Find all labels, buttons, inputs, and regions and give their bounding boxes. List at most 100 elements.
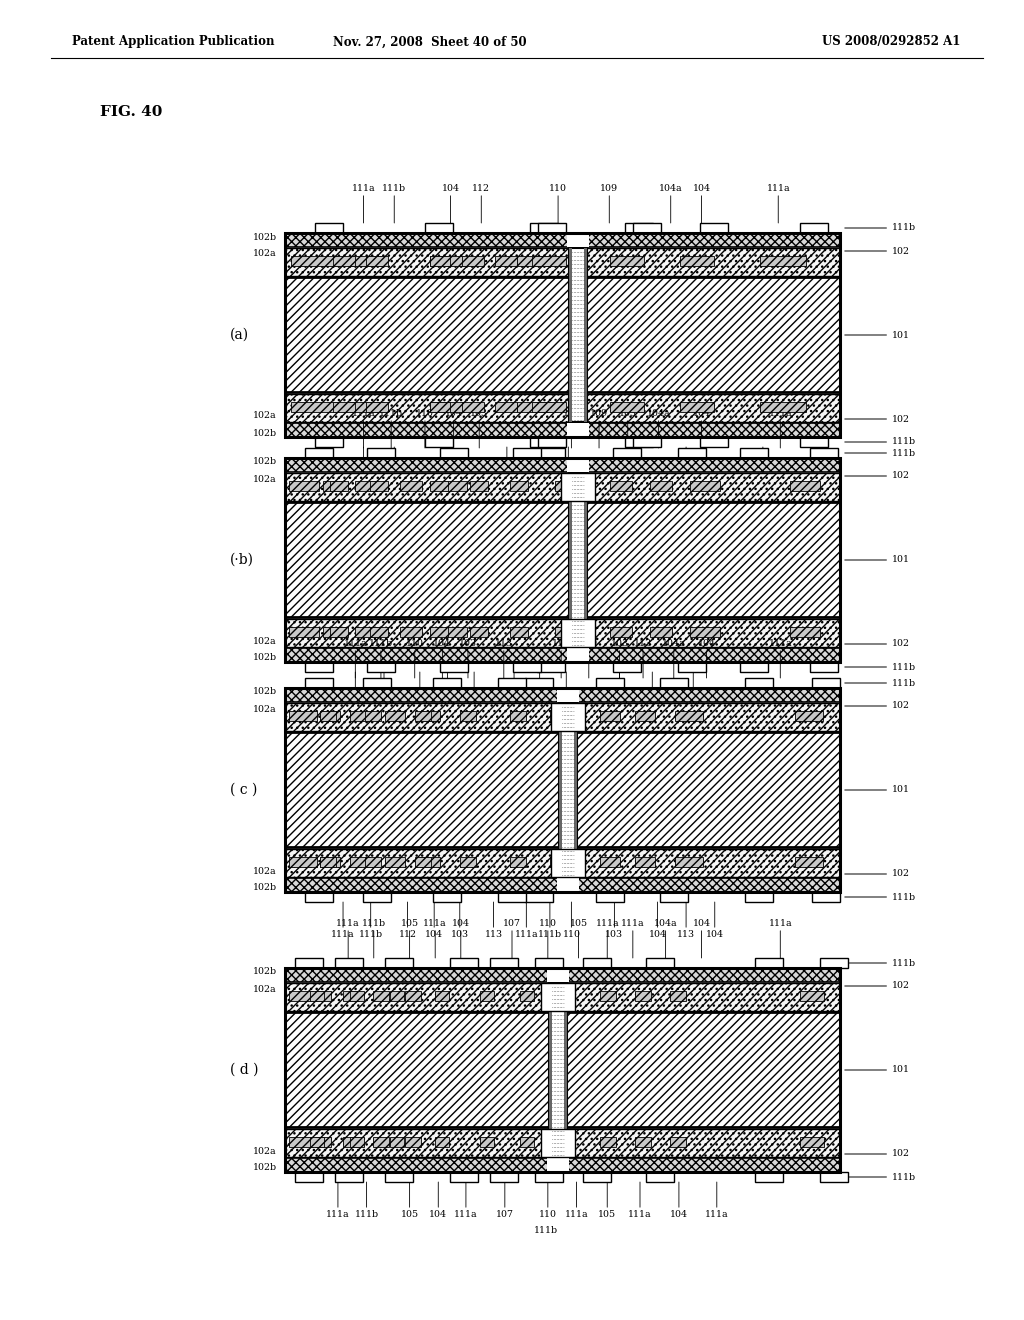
Bar [537, 447, 565, 458]
Text: 111a: 111a [331, 902, 355, 939]
Bar [430, 401, 450, 412]
Bar [367, 447, 395, 458]
Text: 111b: 111b [845, 663, 916, 672]
Bar [755, 1172, 783, 1181]
Bar [625, 223, 653, 234]
Bar [760, 256, 806, 267]
Bar [670, 990, 686, 1001]
Text: 111a: 111a [595, 919, 620, 958]
Text: 102: 102 [845, 1150, 910, 1159]
Bar [420, 710, 440, 721]
Bar [285, 704, 840, 731]
Text: 102b: 102b [253, 653, 278, 663]
Text: 104: 104 [444, 409, 463, 447]
Bar [635, 710, 655, 721]
Text: 101: 101 [845, 330, 910, 339]
Bar [400, 480, 422, 491]
Bar [680, 401, 714, 412]
Bar [350, 710, 370, 721]
Bar [650, 627, 672, 638]
Text: 104: 104 [433, 639, 452, 678]
Text: 111a: 111a [514, 902, 539, 939]
Text: 111b: 111b [354, 1181, 379, 1218]
Bar [690, 627, 720, 638]
Text: 111a: 111a [343, 639, 368, 678]
Text: 112: 112 [472, 183, 490, 223]
Bar [291, 256, 337, 267]
Bar [760, 401, 806, 412]
Bar [569, 248, 572, 422]
Bar [675, 710, 703, 721]
Bar [435, 1137, 449, 1147]
Bar [343, 990, 359, 1001]
Bar [600, 990, 616, 1001]
Bar [680, 256, 714, 267]
Bar [510, 857, 526, 867]
Bar [551, 704, 585, 731]
Text: 111a: 111a [351, 409, 376, 447]
Bar [385, 958, 413, 968]
Bar [800, 1137, 824, 1147]
Bar [295, 958, 323, 968]
Bar [315, 990, 331, 1001]
Bar [285, 619, 840, 647]
Text: 110: 110 [557, 672, 575, 709]
Text: 112: 112 [398, 902, 417, 939]
Text: 102: 102 [845, 701, 910, 710]
Bar [790, 627, 820, 638]
Bar [450, 1172, 478, 1181]
Bar [510, 710, 526, 721]
Text: 105: 105 [400, 919, 419, 958]
Bar [462, 401, 484, 412]
Bar [740, 663, 768, 672]
Bar [289, 990, 313, 1001]
Bar [285, 277, 840, 392]
Text: 111a: 111a [495, 447, 519, 484]
Bar [635, 857, 655, 867]
Text: 112: 112 [562, 409, 581, 447]
Bar [560, 1137, 574, 1147]
Text: 107: 107 [503, 919, 521, 958]
Bar [400, 627, 422, 638]
Bar [433, 892, 461, 902]
Text: 111b: 111b [845, 437, 916, 446]
Bar [490, 958, 518, 968]
Text: 110: 110 [549, 183, 567, 223]
Bar [445, 480, 467, 491]
Bar [366, 256, 388, 267]
Text: 111b: 111b [845, 449, 916, 458]
Bar [343, 1137, 359, 1147]
Bar [420, 857, 440, 867]
Bar [285, 248, 840, 276]
Text: 102a: 102a [253, 412, 278, 421]
Bar [335, 958, 362, 968]
Text: 103: 103 [459, 639, 477, 678]
Bar [367, 663, 395, 672]
Bar [406, 990, 421, 1001]
Bar [812, 892, 840, 902]
Text: 104: 104 [441, 183, 460, 223]
Bar [561, 619, 595, 647]
Bar [365, 710, 381, 721]
Bar [812, 678, 840, 688]
Text: 104: 104 [452, 919, 470, 958]
Bar [350, 1137, 364, 1147]
Bar [610, 627, 632, 638]
Bar [289, 627, 319, 638]
Bar [285, 1129, 840, 1158]
Bar [425, 223, 453, 234]
Text: 104a: 104a [658, 183, 683, 223]
Bar [285, 393, 840, 422]
Bar [555, 480, 577, 491]
Bar [295, 1172, 323, 1181]
Text: 102b: 102b [253, 1163, 278, 1172]
Text: 104: 104 [692, 409, 711, 447]
Text: Nov. 27, 2008  Sheet 40 of 50: Nov. 27, 2008 Sheet 40 of 50 [333, 36, 526, 49]
Bar [557, 878, 579, 892]
Bar [600, 857, 620, 867]
Bar [285, 648, 840, 663]
Text: 104a: 104a [351, 447, 376, 484]
Text: 104: 104 [697, 639, 716, 678]
Bar [289, 480, 319, 491]
Text: 110: 110 [559, 447, 578, 484]
